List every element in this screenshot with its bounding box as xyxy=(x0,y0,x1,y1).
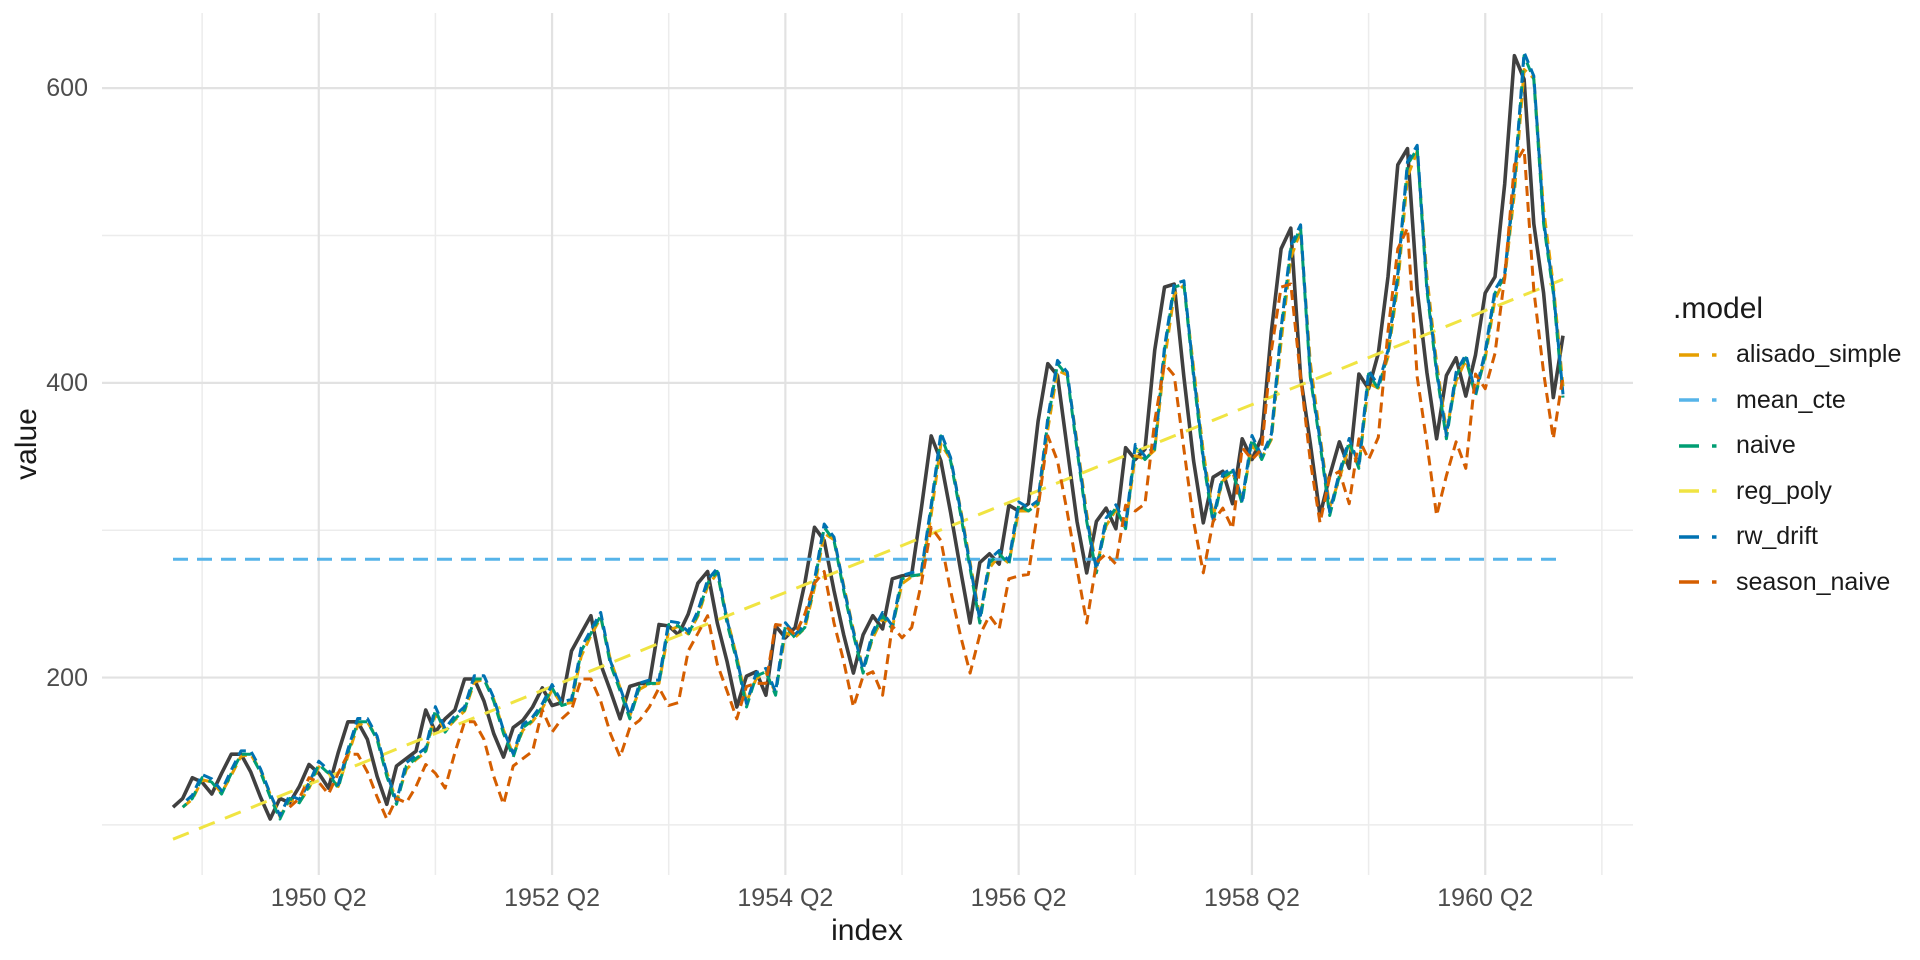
x-tick-label: 1956 Q2 xyxy=(970,884,1067,912)
legend-key-dashed-line-icon xyxy=(1679,353,1717,357)
legend-item-label: naive xyxy=(1736,431,1796,460)
legend-item-naive: naive xyxy=(1673,423,1901,469)
series-alisado_simple xyxy=(181,68,1565,818)
legend-item-reg_poly: reg_poly xyxy=(1673,469,1901,515)
legend-key-dashed-line-icon xyxy=(1679,535,1717,539)
y-tick-label: 200 xyxy=(46,663,88,692)
series-rw_drift xyxy=(181,50,1565,818)
legend-item-label: alisado_simple xyxy=(1736,340,1902,369)
y-tick-label: 600 xyxy=(46,74,88,103)
legend-item-label: mean_cte xyxy=(1736,385,1846,414)
x-tick-label: 1958 Q2 xyxy=(1203,884,1300,912)
x-axis-title: index xyxy=(831,914,903,947)
y-axis-title: value xyxy=(10,408,43,480)
y-tick-label: 400 xyxy=(46,368,88,397)
legend-item-label: reg_poly xyxy=(1736,476,1832,505)
x-tick-label: 1960 Q2 xyxy=(1437,884,1534,912)
legend-item-label: rw_drift xyxy=(1736,522,1818,551)
series-naive xyxy=(181,54,1565,821)
series-actual xyxy=(171,53,1565,821)
legend-item-rw_drift: rw_drift xyxy=(1673,514,1901,560)
legend-item-season_naive: season_naive xyxy=(1673,560,1901,606)
legend-key-dashed-line-icon xyxy=(1679,580,1717,584)
series-season_naive xyxy=(288,147,1565,821)
x-tick-label: 1954 Q2 xyxy=(737,884,834,912)
legend-key-dashed-line-icon xyxy=(1679,489,1717,493)
legend-title: .model xyxy=(1673,292,1764,325)
legend-item-mean_cte: mean_cte xyxy=(1673,378,1901,424)
x-tick-label: 1950 Q2 xyxy=(270,884,367,912)
x-tick-label: 1952 Q2 xyxy=(504,884,601,912)
series-reg_poly xyxy=(172,277,1564,841)
legend-key-dashed-line-icon xyxy=(1679,444,1717,448)
legend-item-alisado_simple: alisado_simple xyxy=(1673,332,1901,378)
legend-item-label: season_naive xyxy=(1736,567,1891,596)
legend-key-dashed-line-icon xyxy=(1679,398,1717,402)
